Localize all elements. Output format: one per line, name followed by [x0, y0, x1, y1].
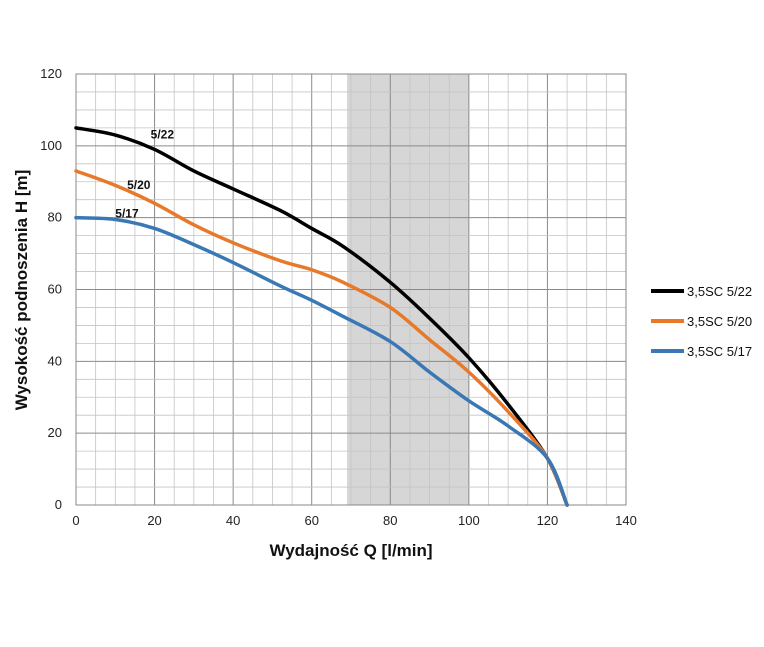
series-line-5-22	[74, 126, 569, 507]
y-tick-label: 80	[48, 210, 62, 225]
y-tick-label: 0	[55, 497, 62, 512]
legend: 3,5SC 5/22 3,5SC 5/20 3,5SC 5/17	[651, 284, 752, 359]
x-tick-label: 100	[458, 513, 480, 528]
curve-labels: 5/22 5/20 5/17	[115, 128, 174, 221]
plot-area-border	[75, 73, 627, 506]
x-tick-label: 40	[226, 513, 240, 528]
y-tick-label: 60	[48, 282, 62, 297]
legend-entry-label: 3,5SC 5/17	[687, 344, 752, 359]
y-tick-label: 20	[48, 425, 62, 440]
x-tick-label: 80	[383, 513, 397, 528]
y-axis-title: Wysokość podnoszenia H [m]	[12, 170, 31, 411]
x-tick-label: 140	[615, 513, 637, 528]
series-line-5-20	[74, 169, 569, 507]
x-tick-label: 20	[147, 513, 161, 528]
y-tick-label: 120	[40, 66, 62, 81]
legend-entry-label: 3,5SC 5/22	[687, 284, 752, 299]
legend-entry-label: 3,5SC 5/20	[687, 314, 752, 329]
curve-label: 5/22	[151, 128, 175, 142]
x-tick-label: 0	[72, 513, 79, 528]
series-line-5-17	[74, 215, 569, 507]
y-tick-label: 40	[48, 353, 62, 368]
y-tick-label: 100	[40, 138, 62, 153]
series-lines	[74, 126, 569, 507]
x-tick-label: 120	[537, 513, 559, 528]
x-tick-label: 60	[304, 513, 318, 528]
grid	[75, 73, 627, 506]
curve-label: 5/17	[115, 207, 139, 221]
x-axis-title: Wydajność Q [l/min]	[269, 541, 432, 560]
axis-ticks: 0 20 40 60 80 100 120 140 0 20 40 60 80 100 120	[40, 66, 637, 528]
curve-label: 5/20	[127, 178, 151, 192]
